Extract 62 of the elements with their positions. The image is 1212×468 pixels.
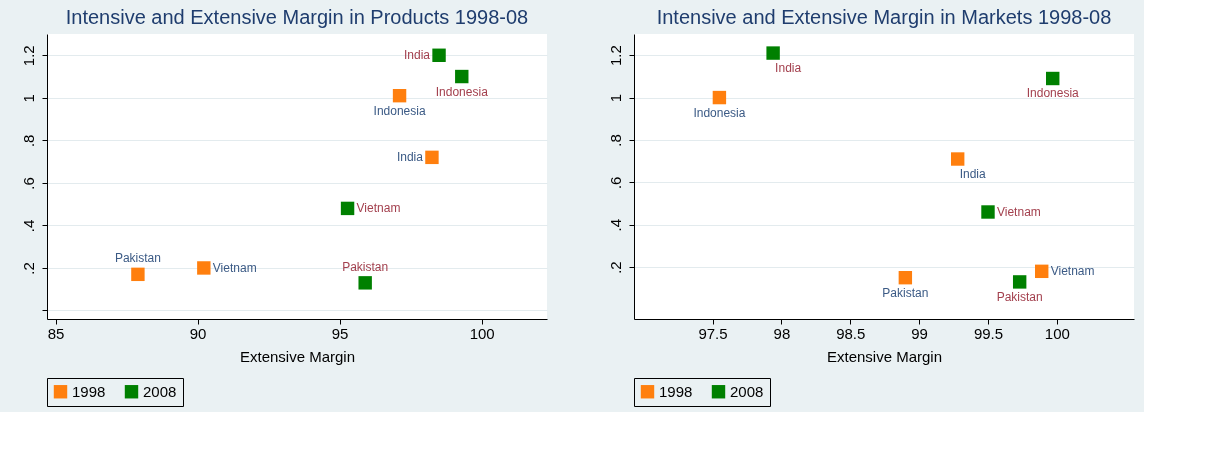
- annotation: India: [404, 48, 431, 63]
- x-axis-title: Extensive Margin: [239, 347, 356, 365]
- x-tick-label: 98.5: [836, 324, 866, 342]
- x-tick-label: 99: [911, 324, 928, 342]
- annotation: Pakistan: [114, 251, 161, 266]
- annotation: Vietnam: [1050, 264, 1095, 279]
- legend-label: 1998: [659, 382, 693, 400]
- x-tick-label: 97.5: [698, 324, 728, 342]
- point: [1035, 264, 1049, 279]
- point: [712, 90, 727, 105]
- x-tick-label: 98: [773, 324, 791, 342]
- point: [766, 46, 780, 60]
- point: [392, 88, 407, 103]
- point: [340, 201, 355, 216]
- annotation: India: [775, 61, 802, 76]
- y-tick-label: .4: [606, 218, 624, 232]
- y-tick-label: .2: [19, 262, 37, 275]
- annotation: Pakistan: [996, 289, 1043, 304]
- point: [898, 270, 913, 285]
- point: [432, 48, 446, 62]
- annotation: Pakistan: [882, 285, 929, 300]
- annotation: India: [396, 150, 424, 165]
- x-tick-label: 90: [189, 324, 207, 342]
- annotation: Vietnam: [356, 201, 401, 216]
- x-tick-label: 100: [469, 324, 495, 342]
- y-tick-label: .6: [19, 177, 37, 190]
- y-tick-label: 1.2: [606, 45, 624, 67]
- x-axis-title: Extensive Margin: [826, 347, 943, 365]
- point: [455, 69, 469, 84]
- point: [425, 150, 439, 165]
- annotation: Indonesia: [373, 103, 426, 118]
- annotation: Pakistan: [342, 259, 389, 274]
- y-tick-label: .2: [606, 261, 624, 274]
- point: [358, 276, 372, 290]
- point: [1012, 275, 1027, 289]
- x-tick-label: 85: [47, 324, 65, 342]
- x-tick-label: 95: [331, 324, 349, 342]
- annotation: Vietnam: [212, 260, 257, 275]
- annotation: Indonesia: [435, 84, 489, 99]
- point: [131, 267, 145, 282]
- annotation: India: [959, 167, 987, 182]
- chart-title: Intensive and Extensive Margin in Products 1998-08: [65, 6, 529, 28]
- legend-label: 1998: [72, 382, 106, 400]
- y-tick-label: .6: [606, 176, 624, 190]
- y-tick-label: .8: [606, 134, 624, 147]
- y-tick-label: 1.2: [19, 45, 37, 67]
- point: [1046, 71, 1060, 86]
- x-tick-label: 100: [1044, 324, 1070, 342]
- legend-label: 2008: [143, 382, 177, 400]
- annotation: Vietnam: [996, 204, 1041, 219]
- point: [950, 152, 965, 166]
- point: [981, 205, 995, 219]
- annotation: Indonesia: [1026, 86, 1080, 101]
- y-tick-label: 1: [606, 93, 624, 103]
- x-tick-label: 99.5: [973, 324, 1004, 342]
- point: [197, 261, 211, 275]
- annotation: Indonesia: [693, 105, 746, 120]
- y-tick-label: 1: [19, 94, 37, 103]
- legend-label: 2008: [730, 382, 764, 400]
- y-tick-label: .4: [19, 219, 37, 233]
- chart-title: Intensive and Extensive Margin in Markets 1998-08: [656, 6, 1112, 28]
- y-tick-label: .8: [19, 134, 37, 148]
